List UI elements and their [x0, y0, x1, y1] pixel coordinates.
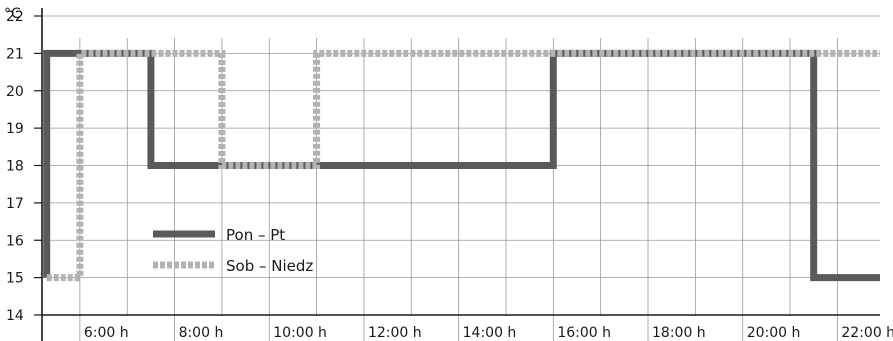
- x-tick-label: 12:00 h: [368, 325, 422, 341]
- x-tick-label: 14:00 h: [463, 325, 517, 341]
- series-line-weekday: [43, 49, 880, 282]
- y-tick-label: 16: [6, 233, 24, 249]
- y-axis-unit: °C: [4, 6, 21, 22]
- series-lines: [43, 49, 880, 282]
- x-tick-label: 18:00 h: [652, 325, 706, 341]
- y-tick-label: 14: [6, 308, 24, 324]
- y-tick-label: 15: [6, 271, 24, 287]
- legend-label: Pon – Pt: [226, 226, 285, 244]
- x-tick-label: 10:00 h: [273, 325, 327, 341]
- legend: Pon – Pt Sob – Niedz: [153, 226, 313, 275]
- legend-label: Sob – Niedz: [226, 257, 313, 275]
- grid: [42, 15, 880, 341]
- y-tick-label: 21: [6, 46, 24, 62]
- x-tick-label: 20:00 h: [747, 325, 801, 341]
- series-line-weekend: [46, 49, 880, 282]
- x-tick-label: 6:00 h: [84, 325, 129, 341]
- y-tick-label: 18: [6, 159, 24, 175]
- x-tick-label: 22:00 h: [841, 325, 893, 341]
- axes: 14 15 16 17 18 19 20 21 22 6:00 h 8:00 h 10:00 h 12:…: [6, 8, 893, 341]
- y-tick-label: 20: [6, 84, 24, 100]
- y-tick-label: 17: [6, 196, 24, 212]
- x-tick-label: 16:00 h: [557, 325, 611, 341]
- y-tick-label: 22: [6, 9, 24, 25]
- x-tick-label: 8:00 h: [179, 325, 224, 341]
- y-tick-label: 19: [6, 121, 24, 137]
